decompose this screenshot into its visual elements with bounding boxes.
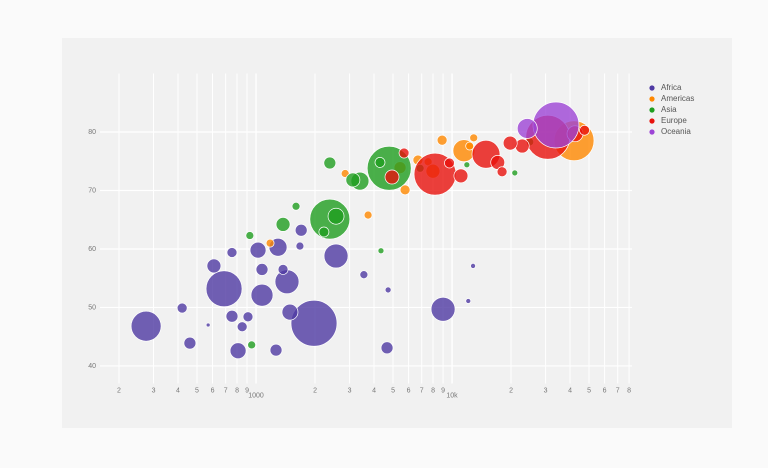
x-tick-label: 2 (117, 387, 121, 394)
legend-label: Europe (661, 116, 687, 125)
bubble (470, 263, 476, 269)
bubble (323, 156, 337, 170)
x-tick-label: 4 (176, 387, 180, 394)
bubble (226, 247, 238, 258)
legend-marker (649, 96, 655, 102)
bubble (205, 322, 211, 328)
y-tick-label: 80 (88, 129, 96, 136)
bubble (245, 231, 255, 240)
bubble (345, 172, 361, 188)
x-tick-label: 4 (568, 387, 572, 394)
bubble (444, 157, 455, 169)
x-tick-label: 6 (603, 387, 607, 394)
x-tick-label: 7 (224, 387, 228, 394)
bubble (516, 118, 538, 139)
chart-background (62, 38, 732, 428)
bubble (359, 270, 369, 280)
x-tick-label: 5 (587, 387, 591, 394)
bubble (363, 210, 373, 220)
bubble (242, 311, 254, 323)
x-tick-label: 6 (407, 387, 411, 394)
legend-label: Asia (661, 105, 677, 114)
bubble (291, 201, 301, 211)
bubble (250, 283, 274, 307)
bubble (502, 135, 518, 151)
bubble (183, 336, 197, 350)
bubble (514, 138, 530, 154)
x-tick-label: 3 (348, 387, 352, 394)
bubble (247, 340, 256, 350)
y-tick-label: 70 (88, 187, 96, 194)
bubble (277, 264, 289, 275)
x-tick-label: 8 (235, 387, 239, 394)
bubble (290, 299, 338, 347)
bubble (274, 269, 300, 295)
y-tick-label: 40 (88, 363, 96, 370)
legend-label: Africa (661, 83, 682, 92)
bubble (205, 270, 243, 308)
y-tick-label: 50 (88, 304, 96, 311)
legend-label: Americas (661, 94, 694, 103)
bubble (176, 302, 188, 314)
x-tick-label: 3 (152, 387, 156, 394)
bubble (327, 207, 345, 225)
x-tick-label: 2 (313, 387, 317, 394)
x-tick-label: 5 (391, 387, 395, 394)
bubble (511, 169, 519, 177)
bubble (398, 147, 410, 159)
bubble (130, 310, 162, 342)
bubble (430, 296, 456, 322)
legend-marker (649, 129, 655, 135)
bubble (323, 243, 349, 269)
x-tick-label: 8 (627, 387, 631, 394)
bubble (532, 101, 580, 149)
x-tick-label: 6 (211, 387, 215, 394)
bubble (399, 184, 411, 196)
bubble (366, 145, 412, 191)
bubble (265, 238, 275, 248)
x-tick-label: 9 (245, 387, 249, 394)
bubble (269, 343, 283, 357)
bubble (496, 166, 508, 178)
bubble (384, 286, 392, 294)
legend-marker (649, 85, 655, 91)
x-tick-label: 5 (195, 387, 199, 394)
x-tick-label: 2 (509, 387, 513, 394)
bubble (206, 258, 222, 274)
bubble (377, 247, 385, 255)
bubble (469, 133, 479, 143)
bubble (384, 169, 400, 185)
bubble (380, 341, 394, 355)
bubble (225, 309, 239, 323)
bubble (255, 263, 269, 276)
legend-marker (649, 107, 655, 113)
x-tick-label: 7 (616, 387, 620, 394)
bubble (295, 241, 305, 251)
x-tick-label: 9 (441, 387, 445, 394)
legend-label: Oceania (661, 127, 691, 136)
x-tick-label: 7 (420, 387, 424, 394)
bubble (465, 141, 475, 151)
x-tick-label: 1000 (248, 392, 264, 399)
bubble (281, 303, 299, 321)
x-tick-label: 10k (446, 392, 458, 399)
bubble (374, 157, 386, 168)
legend-marker (649, 118, 655, 124)
x-tick-label: 3 (544, 387, 548, 394)
bubble (318, 226, 330, 238)
x-tick-label: 8 (431, 387, 435, 394)
bubble (236, 321, 248, 333)
bubble (275, 217, 291, 232)
bubble (579, 124, 590, 136)
bubble (463, 161, 471, 169)
x-tick-label: 4 (372, 387, 376, 394)
y-tick-label: 60 (88, 246, 96, 253)
bubble (294, 223, 308, 237)
bubble (453, 168, 469, 184)
bubble (249, 241, 267, 259)
bubble (465, 298, 472, 304)
bubble (229, 342, 247, 360)
bubble (436, 134, 448, 146)
